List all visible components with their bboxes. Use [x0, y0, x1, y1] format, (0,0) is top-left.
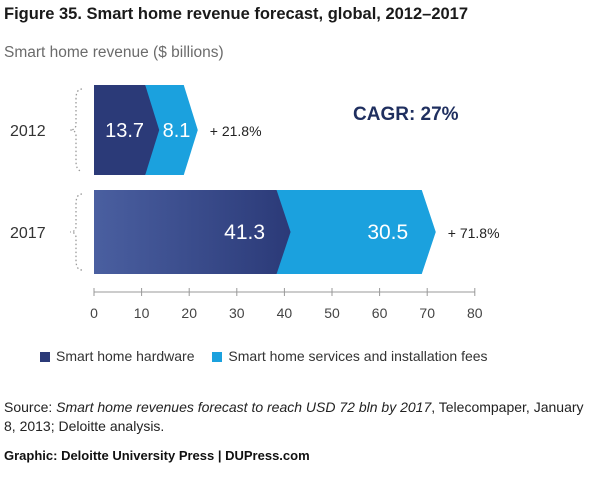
brace-2017: [69, 193, 83, 271]
share-label-2017: + 71.8%: [448, 225, 500, 241]
legend-item-hardware: Smart home hardware: [40, 348, 195, 364]
legend-item-services: Smart home services and installation fee…: [212, 348, 488, 364]
legend-swatch-hardware: [40, 352, 50, 362]
bar-services-2012: [145, 85, 198, 175]
value-label-services-2012: 8.1: [163, 120, 191, 142]
value-label-hardware-2017: 41.3: [224, 221, 265, 244]
cagr-annotation: CAGR: 27%: [353, 104, 459, 125]
source-title: Smart home revenues forecast to reach US…: [56, 399, 432, 415]
chart-subtitle: Smart home revenue ($ billions): [4, 44, 224, 61]
legend-swatch-services: [212, 352, 223, 362]
bar-hardware-2012: [94, 85, 160, 175]
value-label-hardware-2012: 13.7: [105, 120, 144, 142]
category-label-2017: 2017: [10, 225, 46, 242]
x-tick-label-50: 50: [324, 305, 340, 321]
source-suffix: , Telecompaper, January 8, 2013; Deloitt…: [4, 399, 584, 434]
graphic-credit: Graphic: Deloitte University Press | DUP…: [4, 448, 310, 463]
legend-label-services: Smart home services and installation fee…: [228, 348, 488, 364]
legend-label-hardware: Smart home hardware: [56, 348, 195, 364]
source-prefix: Source:: [4, 399, 57, 415]
chart-title: Figure 35. Smart home revenue forecast, …: [4, 5, 469, 23]
x-tick-label-40: 40: [277, 305, 293, 321]
x-tick-label-70: 70: [419, 305, 435, 321]
bar-hardware-2017: [94, 190, 291, 274]
x-tick-label-80: 80: [467, 305, 483, 321]
bar-services-2017: [276, 190, 436, 274]
source-note: Source: Smart home revenues forecast to …: [4, 398, 588, 436]
legend: Smart home hardware Smart home services …: [40, 348, 502, 364]
category-label-2012: 2012: [10, 123, 46, 140]
bar-chart: 13.7 8.1 + 21.8% 2012 41.3 30.5 + 71.8% 2017 CAG…: [10, 85, 500, 321]
x-tick-label-30: 30: [229, 305, 245, 321]
x-tick-label-60: 60: [372, 305, 388, 321]
brace-2012: [69, 88, 83, 172]
x-tick-label-10: 10: [134, 305, 150, 321]
value-label-services-2017: 30.5: [367, 221, 408, 244]
x-tick-label-20: 20: [181, 305, 197, 321]
share-label-2012: + 21.8%: [210, 123, 262, 139]
x-tick-label-0: 0: [90, 305, 98, 321]
